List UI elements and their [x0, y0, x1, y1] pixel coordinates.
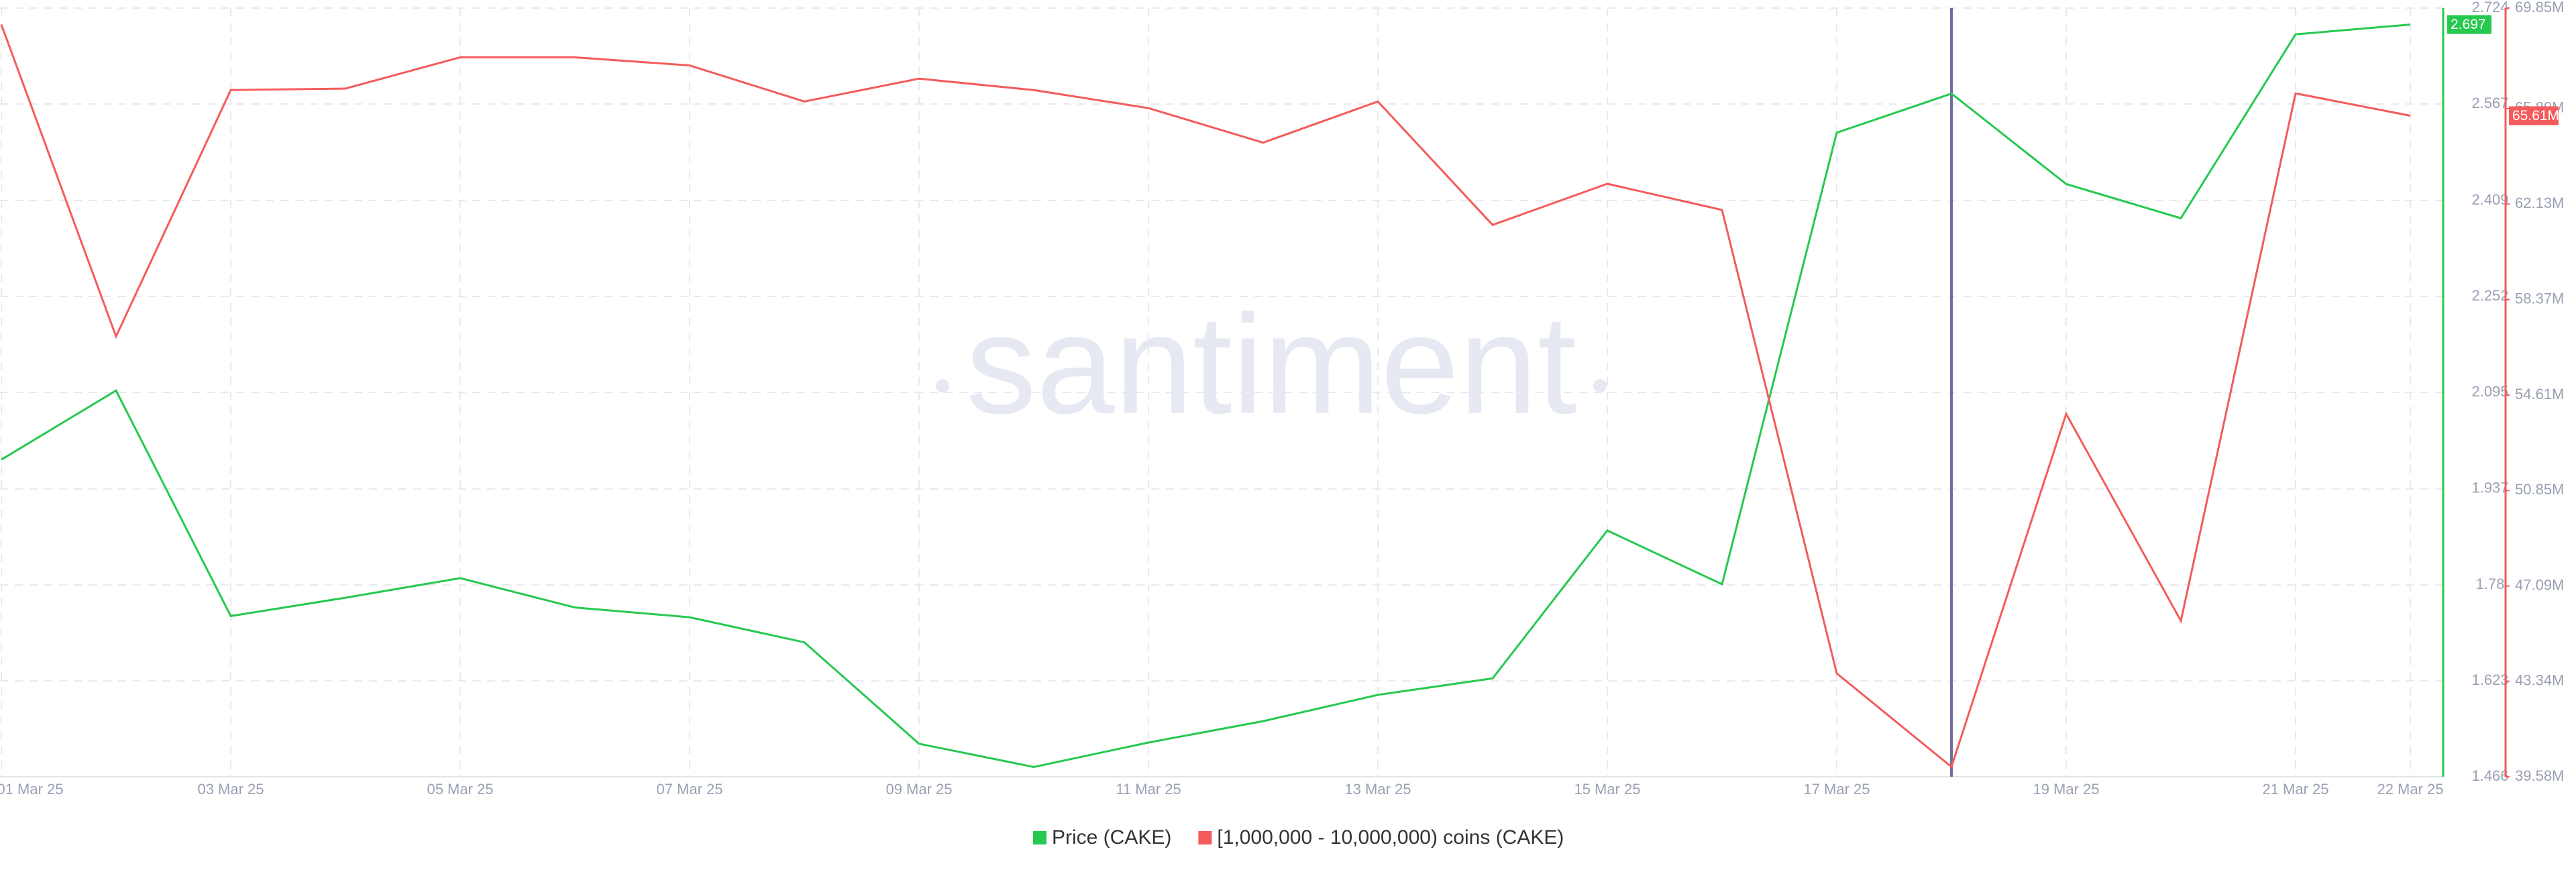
y2-tick-label: 47.09M	[2515, 576, 2564, 593]
value-label: 2.697	[2451, 17, 2486, 32]
x-tick-label: 11 Mar 25	[1116, 781, 1181, 798]
y2-tick-label: 69.85M	[2515, 0, 2564, 15]
y-tick-label: 2.724	[2471, 0, 2508, 15]
series-line	[0, 24, 2411, 769]
y-tick-label: 1.623	[2471, 671, 2508, 688]
x-tick-label: 21 Mar 25	[2262, 781, 2328, 798]
legend-label: Price (CAKE)	[1052, 826, 1171, 849]
value-badge	[2509, 106, 2559, 125]
y2-tick-label: 39.58M	[2515, 767, 2564, 784]
y-tick-label: 2.567	[2471, 95, 2508, 111]
x-tick-label: 17 Mar 25	[1803, 781, 1870, 798]
legend-label: [1,000,000 - 10,000,000) coins (CAKE)	[1217, 826, 1564, 849]
x-tick-label: 22 Mar 25	[2377, 781, 2443, 798]
x-tick-label: 05 Mar 25	[427, 781, 493, 798]
x-tick-label: 01 Mar 25	[0, 781, 64, 798]
x-tick-label: 13 Mar 25	[1344, 781, 1411, 798]
series-line	[1, 23, 2411, 768]
y2-tick-label: 62.13M	[2515, 195, 2564, 211]
value-label: 65.61M	[2512, 108, 2559, 123]
value-badge	[2447, 15, 2491, 34]
watermark-dot	[1593, 379, 1607, 392]
x-tick-label: 15 Mar 25	[1574, 781, 1640, 798]
y2-tick-label: 54.61M	[2515, 386, 2564, 402]
y-tick-label: 1.466	[2471, 767, 2508, 784]
y2-tick-label: 58.37M	[2515, 290, 2564, 307]
x-tick-label: 09 Mar 25	[885, 781, 952, 798]
legend-swatch	[1033, 831, 1046, 844]
x-tick-label: 07 Mar 25	[656, 781, 722, 798]
y-tick-label: 2.409	[2471, 191, 2508, 208]
y2-tick-label: 43.34M	[2515, 671, 2564, 688]
legend-swatch	[1198, 831, 1212, 844]
y2-tick-label: 50.85M	[2515, 481, 2564, 498]
y-tick-label: 2.095	[2471, 383, 2508, 400]
x-tick-label: 19 Mar 25	[2033, 781, 2099, 798]
x-tick-label: 03 Mar 25	[197, 781, 264, 798]
y-tick-label: 2.252	[2471, 287, 2508, 304]
watermark-dot	[936, 379, 949, 392]
y-tick-label: 1.937	[2471, 480, 2508, 496]
y-tick-label: 1.78	[2476, 576, 2505, 592]
watermark: santiment	[966, 285, 1576, 443]
